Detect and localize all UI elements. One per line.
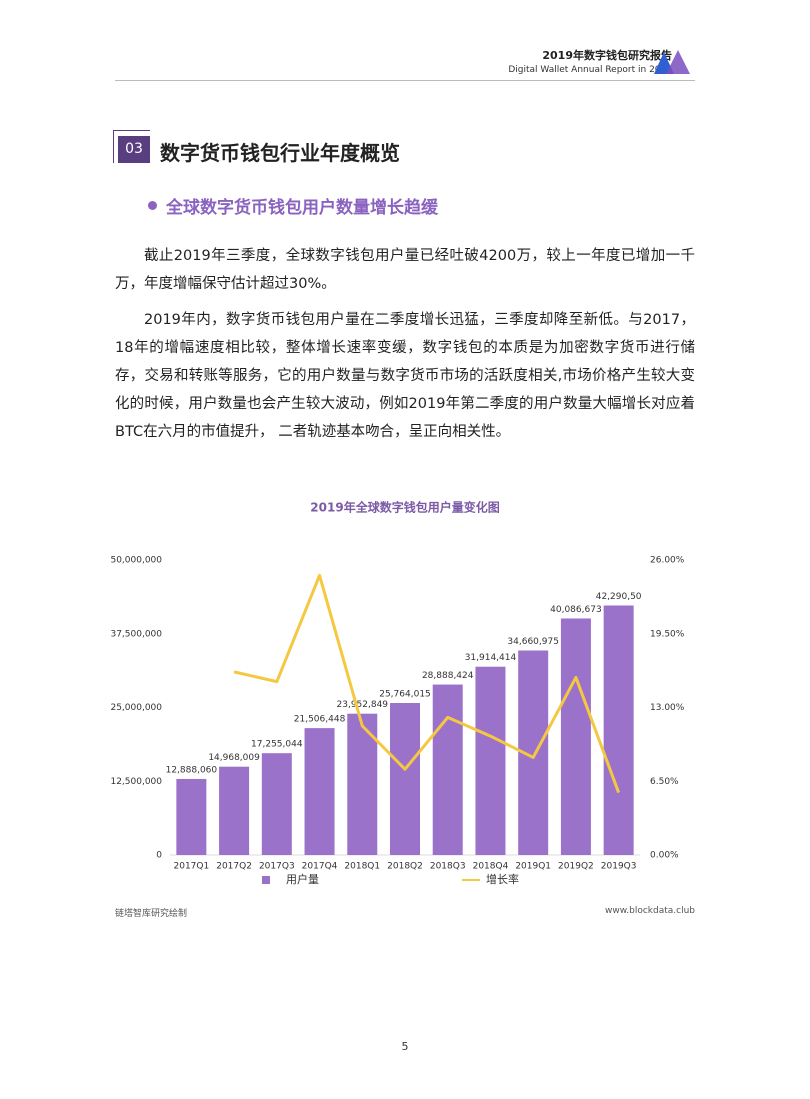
header-title: 2019年数字钱包研究报告 <box>542 49 672 62</box>
bar <box>475 666 506 855</box>
x-tick-label: 2019Q2 <box>558 862 594 872</box>
section-title: 数字货币钱包行业年度概览 <box>160 141 400 165</box>
data-label: 17,255,044 <box>251 740 303 750</box>
x-tick-label: 2017Q4 <box>302 862 338 872</box>
data-label: 12,888,060 <box>166 765 218 775</box>
x-tick-label: 2017Q2 <box>216 862 252 872</box>
bar <box>432 684 463 855</box>
footer-source: 链塔智库研究绘制 <box>115 909 188 919</box>
x-tick-label: 2019Q1 <box>515 862 551 872</box>
x-tick-label: 2018Q2 <box>387 862 423 872</box>
data-label: 31,914,414 <box>465 653 517 663</box>
section-frame <box>113 130 150 163</box>
y2-tick-label: 13.00% <box>650 703 685 713</box>
data-label: 34,660,975 <box>507 637 559 647</box>
y2-tick-label: 19.50% <box>650 629 685 639</box>
data-label: 21,506,448 <box>294 715 346 725</box>
legend-swatch <box>262 876 270 884</box>
bar <box>560 618 591 855</box>
header-subtitle: Digital Wallet Annual Report in 2019 <box>508 65 672 75</box>
bar <box>219 766 250 855</box>
y-tick-label: 0 <box>156 851 162 861</box>
data-label: 42,290,50 <box>596 592 642 602</box>
x-tick-label: 2017Q3 <box>259 862 295 872</box>
data-label: 23,952,849 <box>337 700 389 710</box>
paragraph: 截止2019年三季度，全球数字钱包用户量已经吐破4200万，较上一年度已增加一千… <box>115 248 695 292</box>
y-tick-label: 50,000,000 <box>110 556 162 566</box>
bullet <box>148 201 157 210</box>
paragraph: 2019年内，数字货币钱包用户量在二季度增长迅猛，三季度却降至新低。与2017，… <box>115 312 695 440</box>
y-tick-label: 37,500,000 <box>110 629 162 639</box>
x-tick-label: 2018Q1 <box>344 862 380 872</box>
data-label: 25,764,015 <box>379 689 431 699</box>
data-label: 28,888,424 <box>422 671 474 681</box>
footer-website: www.blockdata.club <box>605 906 695 916</box>
data-label: 14,968,009 <box>208 753 260 763</box>
y2-tick-label: 26.00% <box>650 556 685 566</box>
section-number: 03 <box>118 136 150 163</box>
legend-label: 增长率 <box>486 872 519 886</box>
x-tick-label: 2018Q3 <box>430 862 466 872</box>
legend-label: 用户量 <box>286 872 319 886</box>
data-label: 40,086,673 <box>550 605 602 615</box>
chart-title: 2019年全球数字钱包用户量变化图 <box>310 500 499 515</box>
y-tick-label: 12,500,000 <box>110 777 162 787</box>
line <box>233 573 621 794</box>
y2-tick-label: 0.00% <box>650 851 679 861</box>
bar <box>176 778 207 855</box>
bar <box>261 753 292 855</box>
chart: 2019年全球数字钱包用户量变化图 0 12,500,000 25,000,000 3… <box>110 500 685 887</box>
x-tick-label: 2018Q4 <box>473 862 509 872</box>
logo <box>654 50 690 74</box>
bar <box>304 728 335 855</box>
y-tick-label: 25,000,000 <box>110 703 162 713</box>
x-tick-label: 2019Q3 <box>601 862 637 872</box>
page-number: 5 <box>401 1040 409 1053</box>
y2-tick-label: 6.50% <box>650 777 679 787</box>
bar <box>603 605 634 855</box>
subsection-title: 全球数字货币钱包用户数量增长趋缓 <box>166 198 438 218</box>
x-tick-label: 2017Q1 <box>174 862 210 872</box>
header-rule <box>115 80 695 81</box>
bar <box>390 702 420 855</box>
